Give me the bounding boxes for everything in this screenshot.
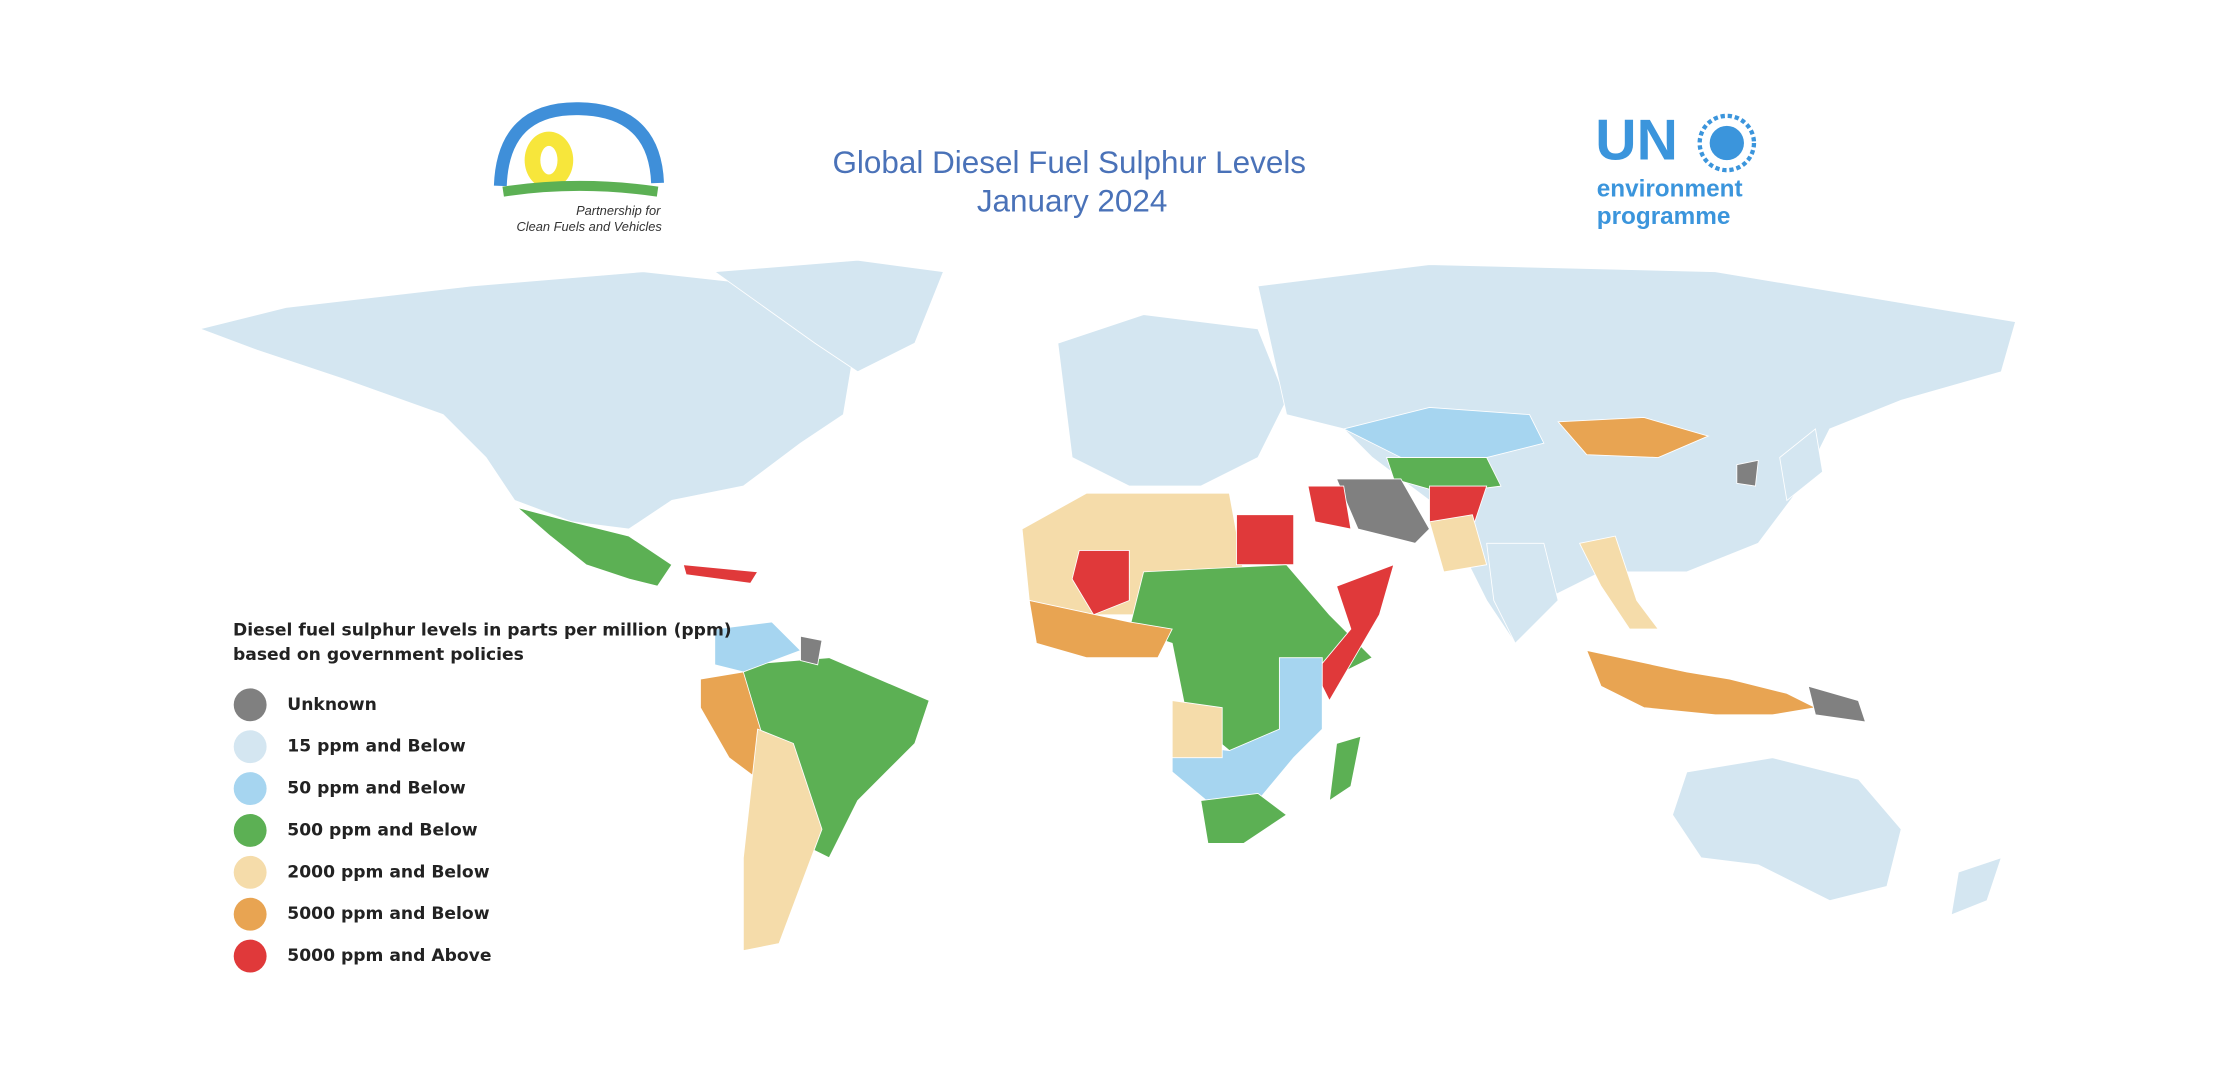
logo-text: programme	[1597, 203, 1731, 230]
country-region	[1486, 542, 1559, 645]
country-region	[742, 728, 823, 952]
country-region	[682, 564, 759, 584]
legend-label: 15 ppm and Below	[287, 737, 466, 757]
world-map	[198, 259, 2017, 952]
country-region	[1236, 514, 1295, 566]
country-region	[1028, 599, 1173, 659]
title: Global Diesel Fuel Sulphur Levels	[832, 145, 1306, 180]
legend-label: 5000 ppm and Below	[287, 904, 489, 924]
country-region	[1071, 550, 1130, 616]
legend-swatch	[233, 730, 267, 764]
legend-swatch	[233, 897, 267, 931]
country-region	[517, 507, 673, 587]
country-region	[1578, 535, 1660, 630]
legend-swatch	[233, 939, 267, 973]
legend-swatch	[233, 688, 267, 722]
country-region	[1314, 564, 1395, 702]
country-region	[1807, 685, 1867, 723]
legend-title: Diesel fuel sulphur levels in parts per …	[233, 620, 732, 640]
legend-title: based on government policies	[233, 645, 524, 665]
country-region	[1779, 428, 1824, 502]
legend-label: Unknown	[287, 695, 377, 715]
country-region	[1307, 485, 1352, 530]
country-region	[1672, 757, 1902, 902]
logo-text: environment	[1597, 176, 1743, 203]
country-region	[800, 635, 823, 666]
country-region	[1428, 514, 1488, 573]
legend-label: 5000 ppm and Above	[287, 946, 491, 966]
country-region	[1950, 857, 2002, 916]
country-region	[1057, 314, 1288, 487]
logo-text: Partnership for	[576, 203, 661, 218]
legend-swatch	[233, 814, 267, 847]
logo-ground	[502, 180, 659, 197]
country-region	[713, 259, 945, 373]
legend-label: 500 ppm and Below	[287, 820, 477, 840]
legend-swatch	[233, 855, 267, 889]
logo-arc	[493, 102, 664, 187]
country-region	[198, 271, 859, 530]
country-region	[1328, 735, 1362, 802]
pcfv-logo: Partnership for Clean Fuels and Vehicles	[493, 102, 664, 234]
country-region	[1736, 459, 1759, 487]
logo-text: Clean Fuels and Vehicles	[516, 219, 662, 234]
country-region	[1200, 792, 1288, 844]
legend-swatch	[233, 772, 267, 806]
logo-mark: UN	[1595, 109, 1678, 173]
legend-label: 50 ppm and Below	[287, 779, 466, 799]
legend: Diesel fuel sulphur levels in parts per …	[233, 620, 732, 973]
subtitle: January 2024	[977, 183, 1168, 218]
legend-label: 2000 ppm and Below	[287, 862, 489, 882]
country-region	[1586, 649, 1817, 716]
country-region	[1335, 478, 1431, 544]
unep-logo: UN environment programme	[1595, 109, 1757, 230]
country-region	[1171, 700, 1223, 759]
logo-sun-center	[540, 145, 558, 175]
country-region	[714, 621, 802, 673]
logo-emblem	[1709, 125, 1744, 161]
country-region	[1557, 417, 1710, 458]
